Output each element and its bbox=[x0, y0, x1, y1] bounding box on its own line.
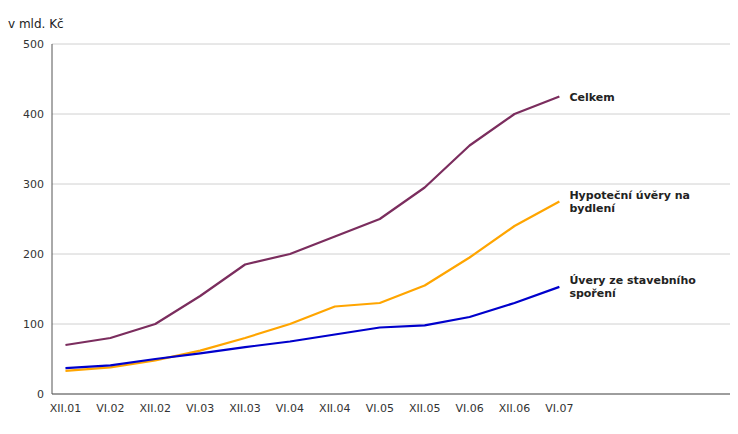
x-tick-label: XII.02 bbox=[140, 402, 172, 415]
grid-line bbox=[52, 184, 730, 185]
grid-line bbox=[52, 44, 730, 45]
x-tick-label: XII.01 bbox=[50, 402, 82, 415]
y-axis-label: v mld. Kč bbox=[8, 17, 64, 31]
grid bbox=[52, 44, 730, 394]
series-label: Úvery ze stavebníhospoření bbox=[569, 274, 696, 300]
x-tick-label: VI.05 bbox=[366, 402, 394, 415]
x-tick-label: XII.06 bbox=[499, 402, 531, 415]
y-tick-label: 200 bbox=[23, 248, 44, 261]
series-label-line: Úvery ze stavebního bbox=[569, 274, 696, 287]
page: {"chart_data": {"type": "line", "y_label… bbox=[0, 0, 738, 434]
series-label-line: spoření bbox=[569, 287, 617, 300]
series-label-line: Hypoteční úvěry na bbox=[569, 189, 690, 202]
chart: 0 100 200 300 400 500 XII.01 VI.02 XII.02 VI.03 XI… bbox=[0, 0, 738, 434]
x-axis bbox=[52, 394, 730, 395]
series-label-line: Celkem bbox=[569, 91, 614, 104]
series-line bbox=[65, 202, 559, 371]
x-tick-label: XII.05 bbox=[409, 402, 441, 415]
y-tick-label: 500 bbox=[23, 38, 44, 51]
x-tick-label: VI.04 bbox=[276, 402, 304, 415]
x-tick-label: XII.03 bbox=[229, 402, 261, 415]
y-tick-label: 400 bbox=[23, 108, 44, 121]
x-tick-label: VI.06 bbox=[455, 402, 483, 415]
x-tick-label: XII.04 bbox=[319, 402, 351, 415]
grid-line bbox=[52, 394, 730, 395]
x-tick-label: VI.02 bbox=[96, 402, 124, 415]
series-line bbox=[65, 287, 559, 368]
y-tick-label: 100 bbox=[23, 318, 44, 331]
x-tick-label: VI.07 bbox=[545, 402, 573, 415]
y-axis bbox=[52, 44, 53, 394]
series-line bbox=[65, 97, 559, 346]
series-label: Hypoteční úvěry nabydlení bbox=[569, 189, 690, 215]
grid-line bbox=[52, 254, 730, 255]
y-tick-label: 300 bbox=[23, 178, 44, 191]
series-label-line: bydlení bbox=[569, 202, 616, 215]
grid-line bbox=[52, 114, 730, 115]
x-tick-label: VI.03 bbox=[186, 402, 214, 415]
y-tick-label: 0 bbox=[37, 388, 44, 401]
lines bbox=[65, 97, 559, 371]
series-label: Celkem bbox=[569, 91, 614, 104]
